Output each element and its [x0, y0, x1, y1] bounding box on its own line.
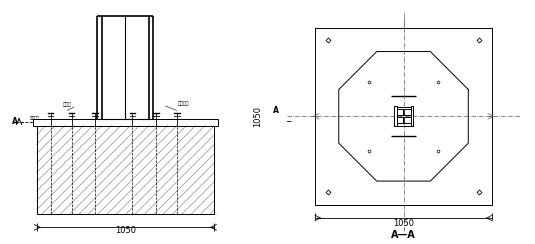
Bar: [33, 119, 218, 126]
Bar: [394, 106, 396, 126]
Text: 1050: 1050: [115, 226, 136, 235]
Bar: [410, 106, 414, 126]
Bar: [396, 115, 410, 117]
Bar: [394, 123, 414, 126]
Text: 1050: 1050: [393, 219, 414, 228]
Bar: [403, 109, 404, 123]
Text: A—A: A—A: [391, 230, 416, 240]
Bar: [394, 107, 414, 109]
Text: A: A: [12, 116, 18, 125]
Text: 锁定联件: 锁定联件: [29, 116, 40, 120]
Text: 1050: 1050: [253, 106, 262, 127]
Text: A: A: [273, 106, 279, 115]
Bar: [36, 126, 214, 214]
Bar: [315, 28, 492, 205]
Text: 压定板件: 压定板件: [178, 101, 189, 106]
Text: 注二级: 注二级: [63, 102, 71, 107]
